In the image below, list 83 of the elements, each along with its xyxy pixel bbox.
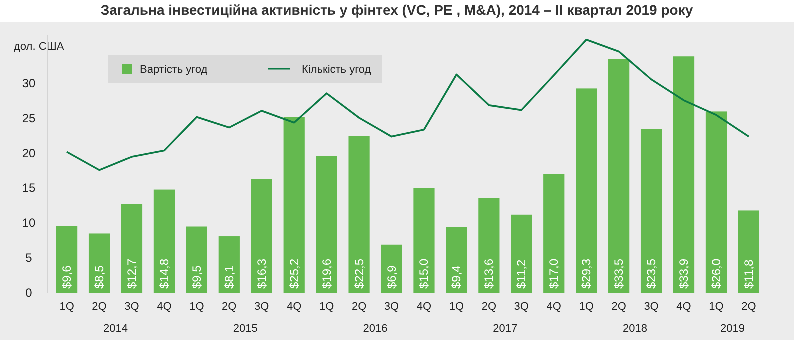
bar [381, 244, 402, 293]
bar [154, 190, 176, 293]
x-tick-label: 1Q [579, 300, 594, 313]
y-tick-label: 30 [22, 76, 36, 91]
line-series [66, 38, 750, 172]
x-tick-label: 2Q [482, 300, 497, 313]
data-label: $23,5 [644, 258, 659, 289]
data-label: $9,6 [60, 265, 74, 289]
x-tick-label: 3Q [384, 300, 400, 313]
data-label: $19,6 [320, 258, 334, 289]
data-label: $26,0 [709, 258, 724, 289]
legend-label: Кількість угод [302, 64, 372, 76]
text: 2019 [720, 323, 745, 335]
data-label: $17,0 [547, 258, 562, 289]
bar [121, 204, 143, 293]
y-tick-label: 15 [22, 181, 36, 196]
text: 2015 [233, 323, 258, 335]
data-label: $6,9 [384, 265, 399, 289]
x-tick-label: 3Q [644, 300, 660, 313]
x-tick-label: 4Q [287, 300, 302, 313]
data-label: $9,5 [190, 265, 204, 289]
data-label: $22,5 [352, 258, 366, 289]
x-tick-label: 1Q [319, 300, 335, 313]
text: 2016 [363, 323, 388, 335]
x-tick-label: 2Q [612, 300, 627, 313]
x-tick-label: 1Q [709, 300, 724, 313]
x-tick-label: 2Q [92, 300, 108, 313]
bar [706, 112, 728, 293]
data-label: $13,6 [482, 258, 496, 289]
data-label: $11,2 [514, 260, 529, 289]
data-label: $33,5 [612, 258, 626, 289]
x-tick-label: 4Q [416, 300, 432, 313]
data-label: $8,1 [222, 265, 236, 289]
x-tick-label: 4Q [157, 300, 172, 313]
bar [348, 136, 370, 293]
x-tick-label: 1Q [449, 300, 464, 313]
x-tick-label: 2Q [352, 300, 368, 313]
x-tick-label: 1Q [190, 300, 205, 313]
data-label: $25,2 [287, 258, 302, 289]
bar [608, 59, 630, 293]
bar [738, 210, 760, 293]
legend-label: Вартість угод [140, 64, 208, 76]
y-tick-label: 25 [22, 112, 36, 126]
bar [251, 179, 272, 293]
data-label: $33,9 [677, 258, 692, 289]
data-label: $15,0 [417, 258, 432, 289]
data-label: $29,3 [580, 258, 594, 289]
bar [511, 214, 532, 293]
data-label: $16,3 [254, 258, 269, 289]
x-tick-label: 2Q [742, 300, 757, 313]
bar [576, 88, 598, 293]
text: 2014 [104, 323, 128, 335]
data-label: $11,8 [742, 260, 756, 289]
x-tick-label: 4Q [676, 300, 692, 313]
y-tick-label: 5 [26, 250, 33, 265]
y-tick-label: 20 [22, 146, 36, 160]
bar [88, 234, 110, 293]
bar [186, 226, 208, 293]
data-label: $14,8 [157, 258, 172, 289]
x-tick-label: 1Q [60, 300, 75, 313]
bar [56, 226, 78, 293]
bar [640, 129, 662, 293]
data-label: $12,7 [124, 258, 139, 289]
bar [446, 227, 468, 293]
bar [284, 117, 305, 293]
data-label: $8,5 [92, 265, 107, 289]
bar [478, 198, 500, 293]
y-tick-label: 0 [26, 286, 33, 300]
x-tick-label: 2Q [222, 300, 238, 313]
data-label: $9,4 [450, 265, 464, 289]
text: 2017 [493, 323, 518, 335]
x-tick-label: 3Q [124, 300, 140, 313]
x-tick-label: 3Q [514, 300, 530, 313]
bar [316, 156, 338, 293]
x-tick-label: 4Q [546, 300, 562, 313]
bar [218, 236, 240, 293]
text: 2018 [623, 323, 648, 335]
bar [414, 188, 435, 293]
bar [544, 174, 565, 293]
bar [673, 56, 695, 293]
x-tick-label: 3Q [254, 300, 270, 313]
y-tick-label: 10 [22, 216, 36, 230]
chart-title: Загальна інвестиційна активність у фінтех (VC, PE , M&A), 2014 – ІІ квартал 2019 року [100, 2, 694, 18]
